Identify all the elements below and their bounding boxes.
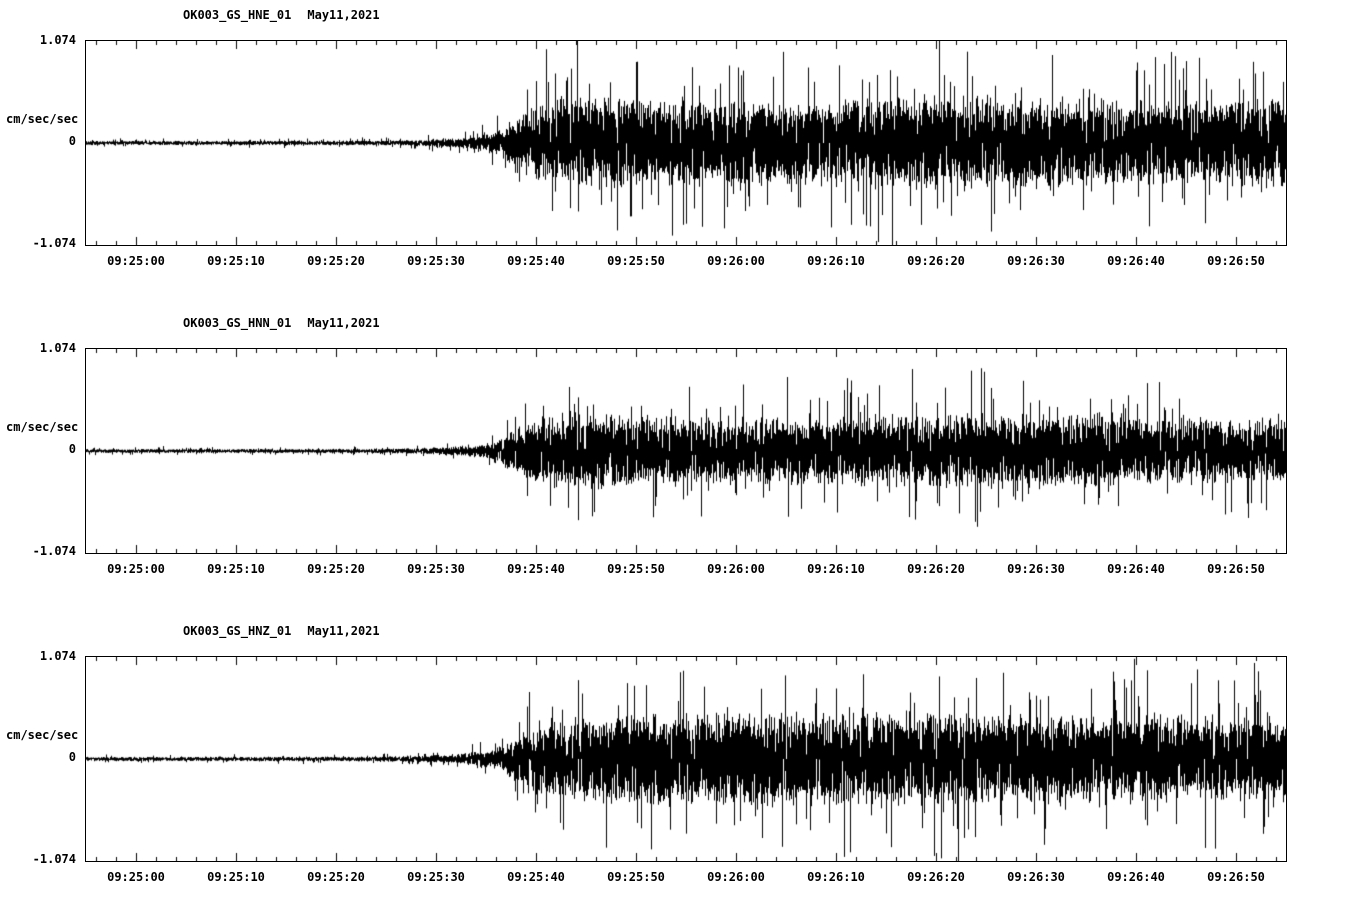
trace-date-label: May11,2021 <box>307 624 380 638</box>
trace-date-label: May11,2021 <box>307 316 380 330</box>
x-tick-label: 09:26:00 <box>707 254 765 268</box>
x-axis-tick-labels: 09:25:00 09:25:10 09:25:20 09:25:30 09:25:40… <box>86 254 1286 272</box>
y-axis-unit-label: cm/sec/sec <box>6 112 79 126</box>
trace-title: OK003_GS_HNZ_01 May11,2021 <box>183 624 380 638</box>
x-tick-label: 09:25:10 <box>207 870 265 884</box>
x-tick-label: 09:26:40 <box>1107 870 1165 884</box>
station-channel-label: OK003_GS_HNZ_01 <box>183 624 292 638</box>
x-tick-label: 09:25:20 <box>307 870 365 884</box>
waveform-canvas <box>86 41 1286 245</box>
x-tick-label: 09:26:30 <box>1007 562 1065 576</box>
x-axis-tick-labels: 09:25:00 09:25:10 09:25:20 09:25:30 09:25:40… <box>86 562 1286 580</box>
x-tick-label: 09:25:20 <box>307 562 365 576</box>
x-tick-label: 09:26:00 <box>707 562 765 576</box>
x-tick-label: 09:26:40 <box>1107 562 1165 576</box>
x-tick-label: 09:25:40 <box>507 870 565 884</box>
y-tick-label-min: -1.074 <box>32 852 76 866</box>
y-tick-label-zero: 0 <box>68 750 76 764</box>
x-tick-label: 09:25:40 <box>507 562 565 576</box>
x-tick-label: 09:26:00 <box>707 870 765 884</box>
y-tick-label-min: -1.074 <box>32 544 76 558</box>
x-tick-label: 09:25:30 <box>407 254 465 268</box>
seismogram-panel-hne: OK003_GS_HNE_01 May11,2021 1.074 cm/sec/s… <box>0 0 1358 308</box>
x-tick-label: 09:25:50 <box>607 870 665 884</box>
trace-date-label: May11,2021 <box>307 8 380 22</box>
x-tick-label: 09:26:20 <box>907 254 965 268</box>
x-tick-label: 09:25:20 <box>307 254 365 268</box>
x-tick-label: 09:26:20 <box>907 870 965 884</box>
x-tick-label: 09:25:00 <box>107 562 165 576</box>
x-tick-label: 09:25:40 <box>507 254 565 268</box>
y-tick-label-zero: 0 <box>68 442 76 456</box>
y-tick-label-zero: 0 <box>68 134 76 148</box>
seismogram-panel-hnz: OK003_GS_HNZ_01 May11,2021 1.074 cm/sec/s… <box>0 616 1358 924</box>
x-tick-label: 09:25:50 <box>607 254 665 268</box>
station-channel-label: OK003_GS_HNE_01 <box>183 8 292 22</box>
waveform-plot-area <box>85 656 1287 862</box>
waveform-plot-area <box>85 40 1287 246</box>
y-tick-label-max: 1.074 <box>39 341 76 355</box>
x-tick-label: 09:26:50 <box>1207 254 1265 268</box>
y-tick-label-max: 1.074 <box>39 33 76 47</box>
y-tick-label-min: -1.074 <box>32 236 76 250</box>
y-axis-unit-label: cm/sec/sec <box>6 728 79 742</box>
x-tick-label: 09:26:50 <box>1207 562 1265 576</box>
x-tick-label: 09:25:30 <box>407 870 465 884</box>
x-tick-label: 09:26:30 <box>1007 254 1065 268</box>
station-channel-label: OK003_GS_HNN_01 <box>183 316 292 330</box>
x-tick-label: 09:26:20 <box>907 562 965 576</box>
x-tick-label: 09:25:30 <box>407 562 465 576</box>
waveform-canvas <box>86 349 1286 553</box>
x-tick-label: 09:26:40 <box>1107 254 1165 268</box>
x-tick-label: 09:26:10 <box>807 254 865 268</box>
x-tick-label: 09:26:10 <box>807 562 865 576</box>
waveform-canvas <box>86 657 1286 861</box>
x-tick-label: 09:25:50 <box>607 562 665 576</box>
trace-title: OK003_GS_HNE_01 May11,2021 <box>183 8 380 22</box>
x-tick-label: 09:25:00 <box>107 254 165 268</box>
x-tick-label: 09:26:30 <box>1007 870 1065 884</box>
x-tick-label: 09:25:10 <box>207 254 265 268</box>
x-tick-label: 09:25:10 <box>207 562 265 576</box>
y-tick-label-max: 1.074 <box>39 649 76 663</box>
x-tick-label: 09:26:10 <box>807 870 865 884</box>
seismogram-panel-hnn: OK003_GS_HNN_01 May11,2021 1.074 cm/sec/s… <box>0 308 1358 616</box>
y-axis-unit-label: cm/sec/sec <box>6 420 79 434</box>
x-axis-tick-labels: 09:25:00 09:25:10 09:25:20 09:25:30 09:25:40… <box>86 870 1286 888</box>
x-tick-label: 09:25:00 <box>107 870 165 884</box>
trace-title: OK003_GS_HNN_01 May11,2021 <box>183 316 380 330</box>
x-tick-label: 09:26:50 <box>1207 870 1265 884</box>
waveform-plot-area <box>85 348 1287 554</box>
